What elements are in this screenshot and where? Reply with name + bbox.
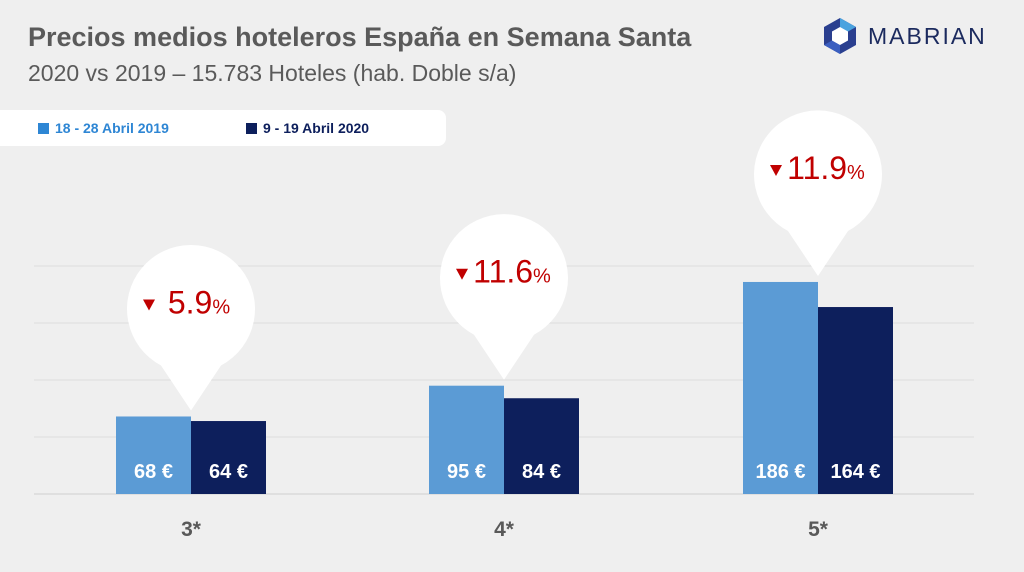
legend-swatch-2019 (38, 122, 49, 134)
legend-swatch-2020 (246, 122, 257, 134)
decline-value: 11.9 (787, 150, 847, 186)
hexagon-logo-icon (824, 18, 856, 54)
triangle-down-icon (456, 268, 468, 280)
legend-item-2020: 9 - 19 Abril 2020 (246, 120, 369, 136)
bar-3star-series-1 (191, 421, 266, 494)
bar-data-label: 64 € (209, 461, 248, 483)
page-subtitle: 2020 vs 2019 – 15.783 Hoteles (hab. Dobl… (28, 60, 517, 86)
decline-value: 5.9 (168, 284, 212, 320)
bar-data-label: 164 € (830, 461, 880, 483)
bar-data-label: 84 € (522, 461, 561, 483)
brand-logo: MABRIAN (822, 16, 987, 56)
decline-percentage: 5.9% (168, 284, 230, 320)
callout-bubble (127, 244, 256, 411)
decline-percentage: 11.9% (787, 150, 865, 186)
decline-unit: % (533, 266, 551, 288)
callout-bubble (440, 214, 568, 380)
bar-data-label: 95 € (447, 461, 486, 483)
bar-5star-series-0 (743, 281, 818, 494)
bar-4star-series-1 (504, 398, 579, 494)
chart-legend: 18 - 28 Abril 2019 9 - 19 Abril 2020 (0, 110, 446, 146)
category-tick-label: 5* (808, 518, 829, 541)
brand-name: MABRIAN (868, 22, 987, 49)
bar-data-label: 186 € (755, 461, 805, 483)
category-tick-label: 3* (181, 518, 202, 541)
bar-5star-series-1 (818, 307, 893, 494)
legend-label-2019: 18 - 28 Abril 2019 (55, 120, 169, 136)
decline-percentage: 11.6% (473, 254, 551, 290)
triangle-down-icon (770, 164, 782, 176)
decline-callout: 11.9% (754, 110, 882, 276)
decline-unit: % (212, 296, 230, 318)
callout-bubble (754, 110, 882, 276)
bar-data-label: 68 € (134, 461, 173, 483)
triangle-down-icon (143, 299, 155, 311)
bar-3star-series-0 (116, 416, 191, 494)
decline-value: 11.6 (473, 254, 533, 290)
category-tick-label: 4* (494, 518, 515, 541)
bar-4star-series-0 (429, 385, 504, 494)
decline-unit: % (847, 162, 865, 184)
decline-callout: 5.9% (127, 244, 256, 411)
legend-label-2020: 9 - 19 Abril 2020 (263, 120, 370, 136)
page-title: Precios medios hoteleros España en Seman… (28, 22, 692, 52)
decline-callout: 11.6% (440, 214, 568, 380)
legend-item-2019: 18 - 28 Abril 2019 (38, 120, 169, 136)
